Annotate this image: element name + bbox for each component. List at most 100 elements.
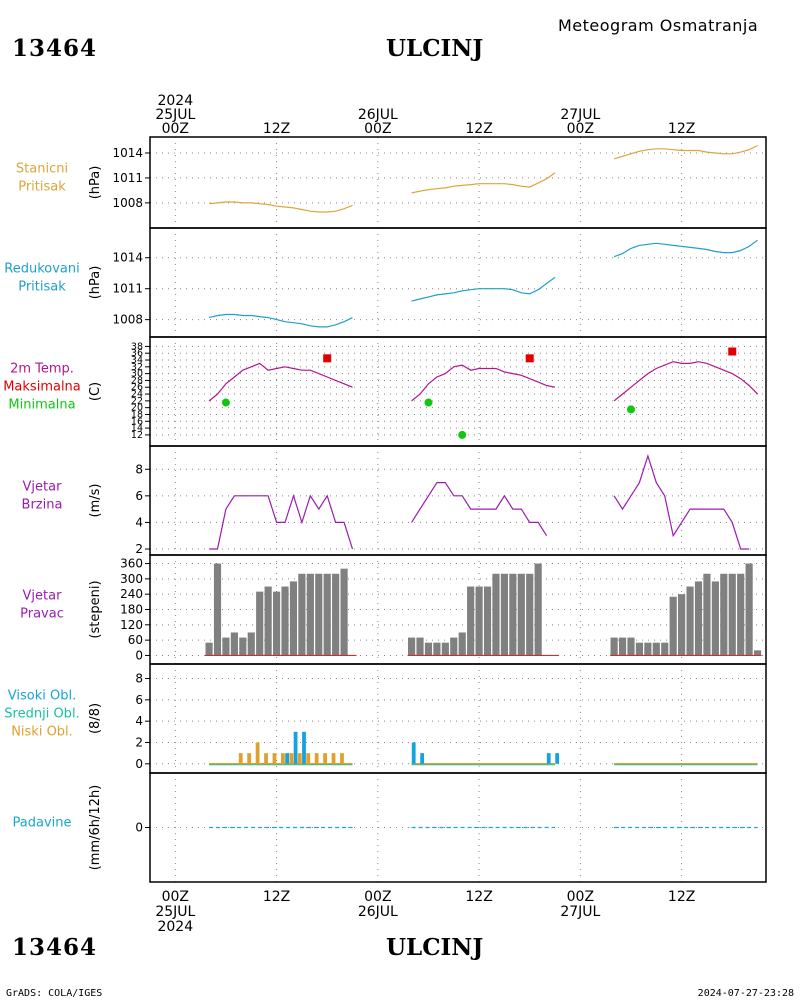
y-tick-label: 300	[120, 572, 143, 586]
direction-bar	[475, 586, 483, 656]
panel-p7: 0 (mm/6h/12h) Padavine	[13, 772, 767, 883]
direction-bar	[711, 581, 719, 656]
y-tick-label: 34	[131, 355, 143, 366]
time-label-bottom: 12Z	[263, 889, 290, 905]
cloud-bar	[238, 753, 243, 764]
direction-bar	[678, 594, 686, 656]
meteogram-subtitle: Meteogram Osmatranja	[558, 16, 758, 35]
direction-bar	[728, 573, 736, 656]
direction-bar	[517, 573, 525, 656]
time-label-top: 12Z	[465, 121, 492, 137]
direction-bar	[669, 596, 677, 656]
time-label-bottom: 12Z	[668, 889, 695, 905]
y-tick-label: 26	[131, 382, 143, 393]
row-label: Redukovani	[4, 262, 79, 277]
y-tick-label: 6	[135, 489, 143, 503]
cloud-bar	[264, 753, 268, 764]
row-label: Visoki Obl.	[8, 689, 76, 704]
series-line	[613, 361, 759, 402]
y-tick-label: 16	[131, 416, 143, 427]
series-line	[613, 239, 758, 258]
direction-bar	[450, 637, 458, 656]
y-tick-label: 28	[131, 375, 143, 386]
time-label-bottom: 12Z	[465, 889, 492, 905]
cloud-bar	[285, 753, 290, 764]
row-label: Niski Obl.	[11, 725, 73, 740]
y-tick-label: 30	[131, 369, 143, 380]
direction-bar	[753, 650, 762, 656]
y-tick-label: 38	[131, 341, 143, 352]
cloud-bar	[323, 753, 327, 764]
tmax-marker	[728, 347, 737, 356]
cloud-bar	[340, 753, 344, 764]
direction-bar	[686, 586, 694, 656]
footer-credit: GrADS: COLA/IGES	[6, 988, 102, 999]
direction-bar	[424, 642, 433, 656]
y-tick-label: 1008	[112, 196, 143, 210]
direction-bar	[534, 563, 542, 656]
cloud-bar	[247, 753, 252, 764]
series-line	[208, 362, 353, 402]
y-tick-label: 1014	[112, 251, 143, 265]
y-tick-label: 12	[131, 430, 143, 441]
direction-bar	[441, 642, 449, 656]
direction-bar	[737, 573, 745, 656]
time-label-top: 2024	[157, 93, 193, 109]
y-tick-label: 0	[135, 821, 143, 835]
y-tick-label: 2	[135, 542, 143, 556]
cloud-bar	[293, 731, 298, 764]
panel-border	[149, 336, 767, 447]
series-line	[411, 482, 548, 537]
y-axis-label: (m/s)	[88, 484, 103, 518]
footer-timestamp: 2024-07-27-23:28	[698, 988, 794, 999]
y-axis-label: (stepeni)	[88, 580, 103, 638]
y-axis-label: (8/8)	[88, 703, 103, 734]
time-label-bottom: 00Z	[162, 889, 189, 905]
direction-bar	[205, 642, 213, 656]
direction-bar	[281, 586, 289, 656]
cloud-bar	[281, 753, 285, 764]
cloud-bar	[546, 753, 551, 764]
direction-bar	[745, 563, 753, 656]
direction-bar	[256, 591, 264, 656]
series-line	[411, 276, 556, 302]
time-label-bottom: 00Z	[567, 889, 594, 905]
direction-bar	[483, 586, 492, 656]
direction-bar	[720, 573, 728, 656]
series-line	[411, 364, 556, 402]
series-line	[613, 144, 758, 160]
series-line	[613, 454, 750, 550]
panel-p4: 2 4 6 8 (m/s) Vjetar Brzina	[22, 445, 767, 556]
y-tick-label: 32	[131, 362, 143, 373]
direction-bar	[247, 632, 255, 656]
direction-bar	[492, 573, 500, 656]
time-label-bottom: 26JUL	[358, 904, 398, 920]
direction-bar	[661, 642, 669, 656]
y-tick-label: 18	[131, 409, 143, 420]
direction-bar	[644, 642, 652, 656]
row-label: Pritisak	[18, 280, 66, 295]
y-axis-label: (hPa)	[88, 266, 103, 300]
row-label: Pravac	[20, 607, 64, 622]
station-name-bottom: ULCINJ	[386, 934, 483, 961]
direction-bar	[627, 637, 635, 656]
y-axis-label: (mm/6h/12h)	[88, 785, 103, 871]
direction-bar	[416, 637, 424, 656]
tmax-marker	[323, 354, 332, 363]
direction-bar	[289, 581, 298, 656]
direction-bar	[222, 637, 230, 656]
direction-bar	[408, 637, 416, 656]
direction-bar	[652, 642, 660, 656]
row-label: 2m Temp.	[10, 362, 74, 377]
time-label-bottom: 00Z	[364, 889, 391, 905]
y-tick-label: 0	[135, 757, 143, 771]
tmax-marker	[525, 354, 534, 363]
y-tick-label: 1014	[112, 146, 143, 160]
direction-bar	[610, 637, 618, 656]
y-tick-label: 36	[131, 348, 143, 359]
station-name-top: ULCINJ	[386, 35, 483, 62]
y-axis-label: (hPa)	[88, 166, 103, 200]
y-tick-label: 1011	[112, 171, 143, 185]
